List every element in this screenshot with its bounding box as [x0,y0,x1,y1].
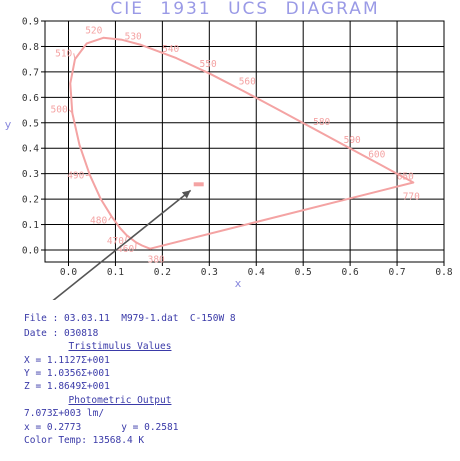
wavelength-leader [124,235,128,242]
tristimulus-heading: Tristimulus Values [68,341,172,352]
wavelength-leader [108,215,112,221]
y-tick-label: 0.7 [22,67,39,78]
wavelength-label: 580 [313,117,330,128]
y-tick-label: 0.5 [22,118,39,129]
wavelength-label: 480 [90,215,107,226]
y-tick-label: 0.4 [22,144,39,155]
tristimulus-z: Z = 1.8649Σ+001 [24,381,110,392]
chromaticity-xy: x = 0.2773 y = 0.2581 [24,422,179,433]
x-tick-label: 0.6 [342,267,359,278]
x-tick-label: 0.2 [154,267,171,278]
wavelength-label: 460 [117,244,134,255]
wavelength-leader [85,174,90,177]
color-temp: Color Temp: 13568.4 K [24,435,145,446]
tristimulus-x: X = 1.1127Σ+001 [24,355,110,366]
y-tick-label: 0.2 [22,195,39,206]
pointer-arrow-line [52,189,192,300]
wavelength-label: 380 [148,255,165,266]
x-tick-label: 0.5 [295,267,312,278]
plot-frame [44,20,445,263]
y-axis-label: y [5,118,12,131]
tick-labels: 0.0 0.1 0.2 0.3 0.4 0.5 0.6 0.7 0.8 0.0 0.1 0.2 0.3 0… [22,17,453,279]
measured-point [193,182,204,187]
y-tick-label: 0.3 [22,169,39,180]
x-tick-label: 0.3 [201,267,218,278]
wavelength-leader [135,242,137,250]
x-tick-label: 0.1 [107,267,124,278]
x-tick-label: 0.0 [60,267,77,278]
pointer-arrow-head [181,190,191,199]
grid [41,20,445,266]
wavelength-label: 560 [239,76,256,87]
chart-title: CIE 1931 UCS DIAGRAM [110,0,380,19]
wavelength-leader [73,53,76,60]
wavelength-label: 540 [162,44,179,55]
wavelength-label: 550 [200,59,217,70]
wavelength-label: 520 [85,26,102,37]
wavelength-label: 530 [125,32,142,43]
cie-chart: 0.0 0.1 0.2 0.3 0.4 0.5 0.6 0.7 0.8 0.0 0.1 0.2 0.3 0… [5,17,453,300]
file-line: File : 03.03.11 M979-1.dat C-150W 8 [24,313,236,324]
spectral-locus [69,36,415,250]
y-tick-label: 0.9 [22,17,39,28]
wavelength-label: 510 [55,48,72,59]
wavelength-label: 650 [397,171,414,182]
wavelength-label: 500 [51,105,68,116]
x-tick-label: 0.8 [435,267,452,278]
wavelength-leader [68,109,73,114]
x-tick-label: 0.4 [248,267,265,278]
y-tick-label: 0.6 [22,93,39,104]
spectral-locus-curve [69,36,415,250]
photometric-heading: Photometric Output [68,395,172,406]
x-tick-label: 0.7 [388,267,405,278]
y-tick-label: 0.0 [22,246,39,257]
markers [52,182,204,300]
tristimulus-y: Y = 1.0356Σ+001 [24,368,110,379]
wavelength-label: 590 [344,135,361,146]
wavelength-label: 770 [403,192,420,203]
wavelength-label: 490 [67,171,84,182]
lumen-output: 7.073Σ+003 lm/ [24,408,105,419]
y-tick-label: 0.8 [22,42,39,53]
date-line: Date : 030818 [24,328,99,339]
wavelength-label: 470 [107,236,124,247]
y-tick-label: 0.1 [22,220,39,231]
wavelength-label: 600 [368,149,385,160]
x-axis-label: x [235,277,242,290]
